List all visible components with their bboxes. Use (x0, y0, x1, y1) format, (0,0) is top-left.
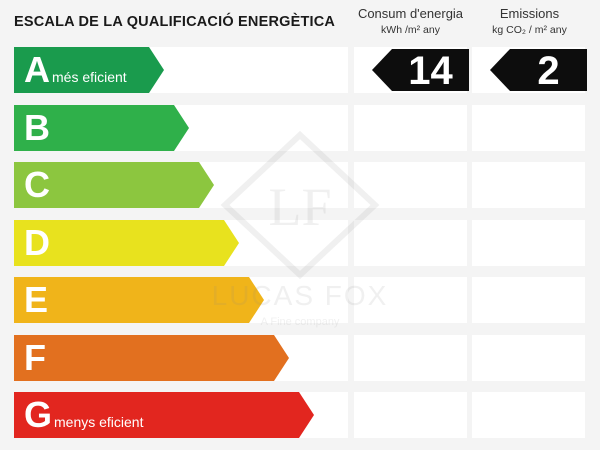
rating-row-f: F (14, 335, 348, 381)
consum-cell-c (354, 162, 467, 208)
emissions-cell-a: 2 (472, 47, 587, 93)
emissions-value: 2 (537, 49, 560, 93)
rating-bar-c: C (14, 162, 214, 208)
rating-letter: A (24, 49, 50, 90)
emissions-value-arrow: 2 (490, 49, 587, 93)
consum-cell-e (354, 277, 467, 323)
rating-caption: menys eficient (54, 414, 144, 430)
consum-cell-f (354, 335, 467, 381)
page-title: ESCALA DE LA QUALIFICACIÓ ENERGÈTICA (14, 14, 336, 30)
rating-bar-e: E (14, 277, 264, 323)
emissions-cell-c (472, 162, 585, 208)
rating-bar-d: D (14, 220, 239, 266)
consum-label: Consum d'energia (357, 6, 464, 21)
consum-cell-a: 14 (354, 47, 469, 93)
emissions-cell-e (472, 277, 585, 323)
rating-bar-b: B (14, 105, 189, 151)
emissions-cell-d (472, 220, 585, 266)
rating-row-c: C (14, 162, 348, 208)
consum-cell-d (354, 220, 467, 266)
rating-letter: F (24, 337, 46, 378)
emissions-cell-f (472, 335, 585, 381)
rating-caption: més eficient (52, 69, 127, 85)
rating-letter: B (24, 107, 50, 148)
rating-letter: C (24, 164, 50, 205)
rating-row-d: D (14, 220, 348, 266)
rating-row-b: B (14, 105, 348, 151)
emissions-header: Emissions kg CO₂ / m² any (472, 6, 587, 38)
emissions-label: Emissions (499, 6, 560, 21)
consum-header: Consum d'energia kWh /m² any (353, 6, 468, 38)
consum-cell-b (354, 105, 467, 151)
consum-cell-g (354, 392, 467, 438)
emissions-unit: kg CO₂ / m² any (492, 24, 567, 36)
consum-value: 14 (408, 49, 453, 93)
rating-row-e: E (14, 277, 348, 323)
consum-value-arrow: 14 (372, 49, 469, 93)
consum-unit: kWh /m² any (381, 24, 440, 36)
emissions-cell-b (472, 105, 585, 151)
rating-letter: D (24, 222, 50, 263)
rating-bar-f: F (14, 335, 289, 381)
rating-letter: G (24, 394, 53, 435)
rating-letter: E (24, 279, 49, 320)
emissions-cell-g (472, 392, 585, 438)
